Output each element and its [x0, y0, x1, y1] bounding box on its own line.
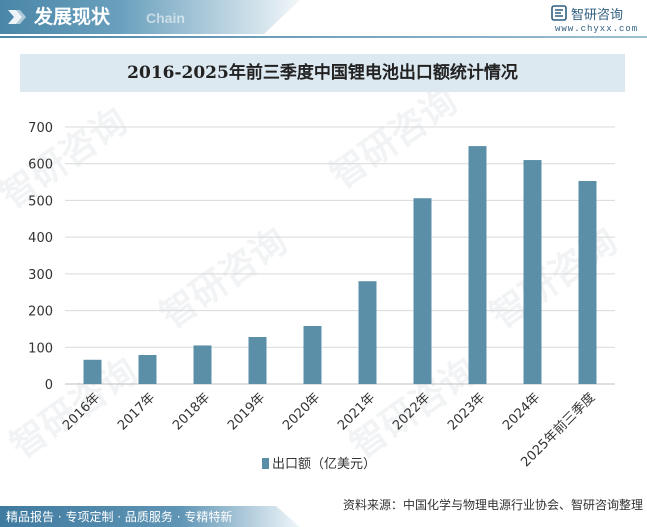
bar — [523, 160, 542, 384]
bar — [193, 345, 212, 384]
y-tick-label: 500 — [28, 194, 53, 209]
y-tick-label: 100 — [28, 341, 53, 356]
x-tick-label: 2022年 — [390, 390, 433, 433]
x-tick-label: 2024年 — [500, 390, 543, 433]
y-tick-label: 0 — [45, 378, 53, 393]
bar — [413, 198, 432, 384]
bar — [138, 354, 157, 384]
page-footer: 资料来源：中国化学与物理电源行业协会、智研咨询整理 精品报告 · 专项定制 · … — [0, 491, 647, 527]
footer-band — [0, 506, 300, 527]
bar — [468, 146, 487, 384]
y-tick-label: 300 — [28, 268, 53, 283]
y-tick-label: 600 — [28, 158, 53, 173]
bar — [303, 325, 322, 384]
brand-logo-icon — [551, 5, 567, 21]
brand-url: www.chyxx.com — [555, 24, 639, 34]
x-tick-label: 2018年 — [170, 390, 213, 433]
bar — [83, 359, 102, 384]
header-divider — [0, 36, 647, 38]
legend-swatch — [262, 458, 269, 469]
chart-title: 2016-2025年前三季度中国锂电池出口额统计情况 — [127, 63, 518, 83]
page-title: 发展现状 — [34, 6, 111, 28]
brand-name: 智研咨询 — [571, 8, 624, 23]
chevron-icon — [8, 10, 26, 24]
header-accent-band — [0, 0, 300, 34]
source-note: 资料来源：中国化学与物理电源行业协会、智研咨询整理 — [342, 498, 643, 512]
brand-logo-block: 智研咨询 www.chyxx.com — [549, 4, 639, 38]
x-tick-label: 2021年 — [335, 390, 378, 433]
services-tagline: 精品报告 · 专项定制 · 品质服务 · 专精特新 — [6, 510, 233, 524]
page-header: 发展现状 Chain 智研咨询 www.chyxx.com — [0, 0, 647, 38]
x-tick-label: 2017年 — [115, 390, 158, 433]
y-tick-label: 200 — [28, 305, 53, 320]
x-tick-label: 2023年 — [445, 390, 488, 433]
bar — [248, 337, 267, 384]
chart-title-band: 2016-2025年前三季度中国锂电池出口额统计情况 — [20, 54, 625, 92]
bar — [578, 180, 597, 384]
x-tick-label: 2016年 — [60, 390, 103, 433]
y-tick-label: 400 — [28, 231, 53, 246]
legend-label: 出口额（亿美元） — [272, 457, 376, 472]
bar — [358, 281, 377, 384]
page-subtitle: Chain — [146, 10, 185, 26]
x-tick-label: 2019年 — [225, 390, 268, 433]
x-tick-label: 2020年 — [280, 390, 323, 433]
y-tick-label: 700 — [28, 121, 53, 136]
